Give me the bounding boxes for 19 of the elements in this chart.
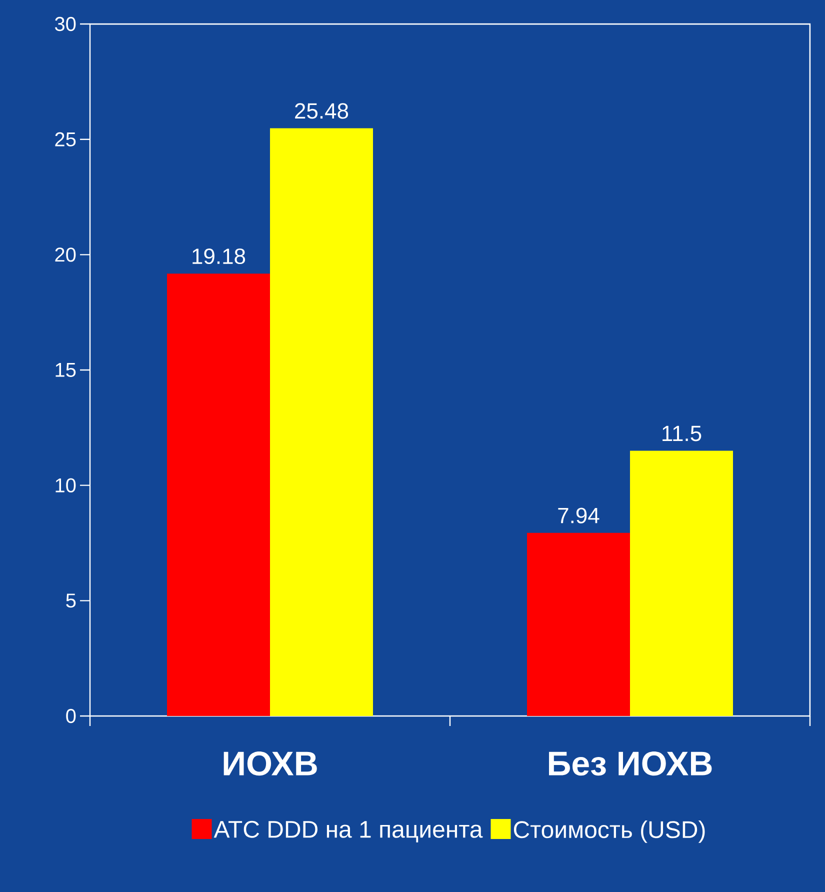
data-label: 11.5 (662, 426, 702, 442)
x-tick-label: Без ИОХВ (549, 752, 712, 776)
x-tick-label: ИОХВ (224, 752, 317, 776)
bar (270, 128, 373, 716)
y-tick-label: 5 (66, 594, 76, 608)
y-tick-label: 10 (56, 478, 76, 492)
legend-label: Стоимость (USD) (514, 820, 705, 843)
y-tick-label: 30 (54, 16, 76, 32)
bar (166, 274, 270, 716)
y-tick-label: 15 (56, 363, 76, 377)
y-tick-label: 25 (55, 132, 76, 146)
y-tick-label: 0 (66, 708, 76, 724)
data-label: 19.18 (192, 248, 246, 264)
legend-label: ATC DDD на 1 пациента (214, 820, 483, 842)
bar (526, 532, 630, 716)
data-label: 7.94 (558, 508, 600, 524)
data-label: 25.48 (295, 103, 348, 119)
bar (630, 450, 733, 716)
y-tick-label: 20 (55, 248, 76, 262)
